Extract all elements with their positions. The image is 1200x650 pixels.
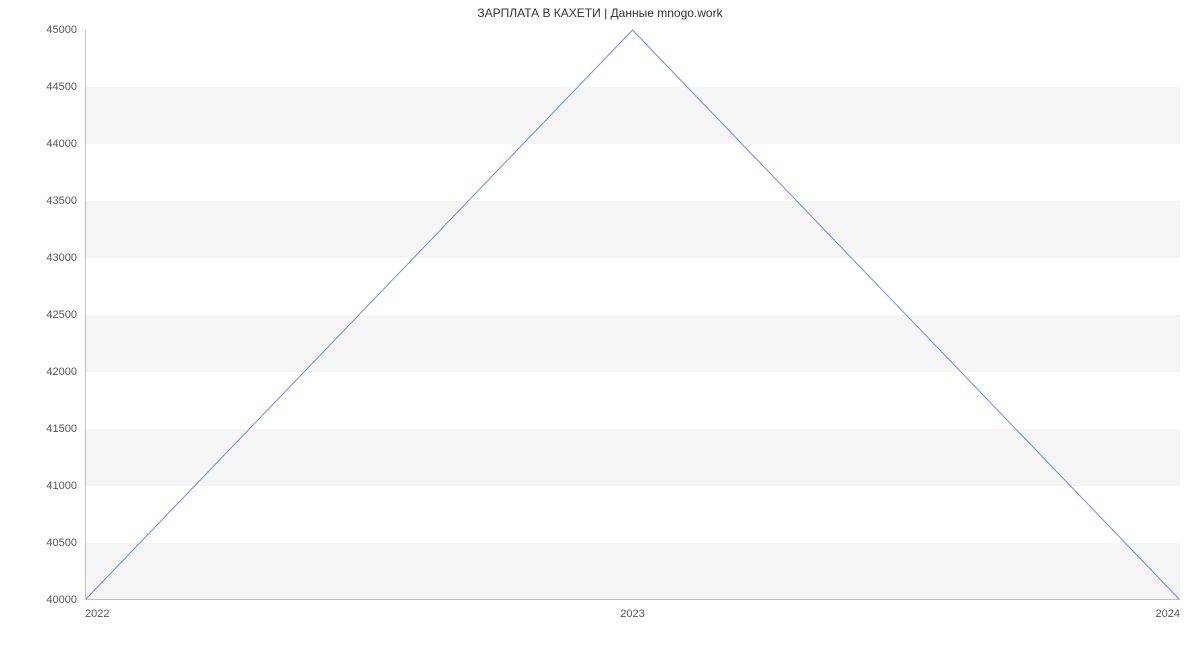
y-tick-label: 42000 <box>46 366 77 378</box>
x-tick-label: 2024 <box>1156 608 1180 620</box>
plot-area: 4000040500410004150042000425004300043500… <box>85 30 1180 600</box>
line-layer <box>85 30 1180 600</box>
x-tick-label: 2023 <box>620 608 644 620</box>
y-tick-label: 40000 <box>46 594 77 606</box>
y-tick-label: 41000 <box>46 480 77 492</box>
y-tick-label: 40500 <box>46 537 77 549</box>
y-tick-label: 45000 <box>46 24 77 36</box>
y-tick-label: 41500 <box>46 423 77 435</box>
y-tick-label: 44500 <box>46 81 77 93</box>
x-axis-line <box>85 599 1180 600</box>
series-line <box>85 30 1180 600</box>
y-tick-label: 44000 <box>46 138 77 150</box>
y-axis-line <box>85 30 86 600</box>
y-tick-label: 43500 <box>46 195 77 207</box>
chart-title: ЗАРПЛАТА В КАХЕТИ | Данные mnogo.work <box>0 6 1200 20</box>
y-tick-label: 43000 <box>46 252 77 264</box>
y-tick-label: 42500 <box>46 309 77 321</box>
x-tick-label: 2022 <box>85 608 109 620</box>
chart-container: ЗАРПЛАТА В КАХЕТИ | Данные mnogo.work 40… <box>0 0 1200 650</box>
